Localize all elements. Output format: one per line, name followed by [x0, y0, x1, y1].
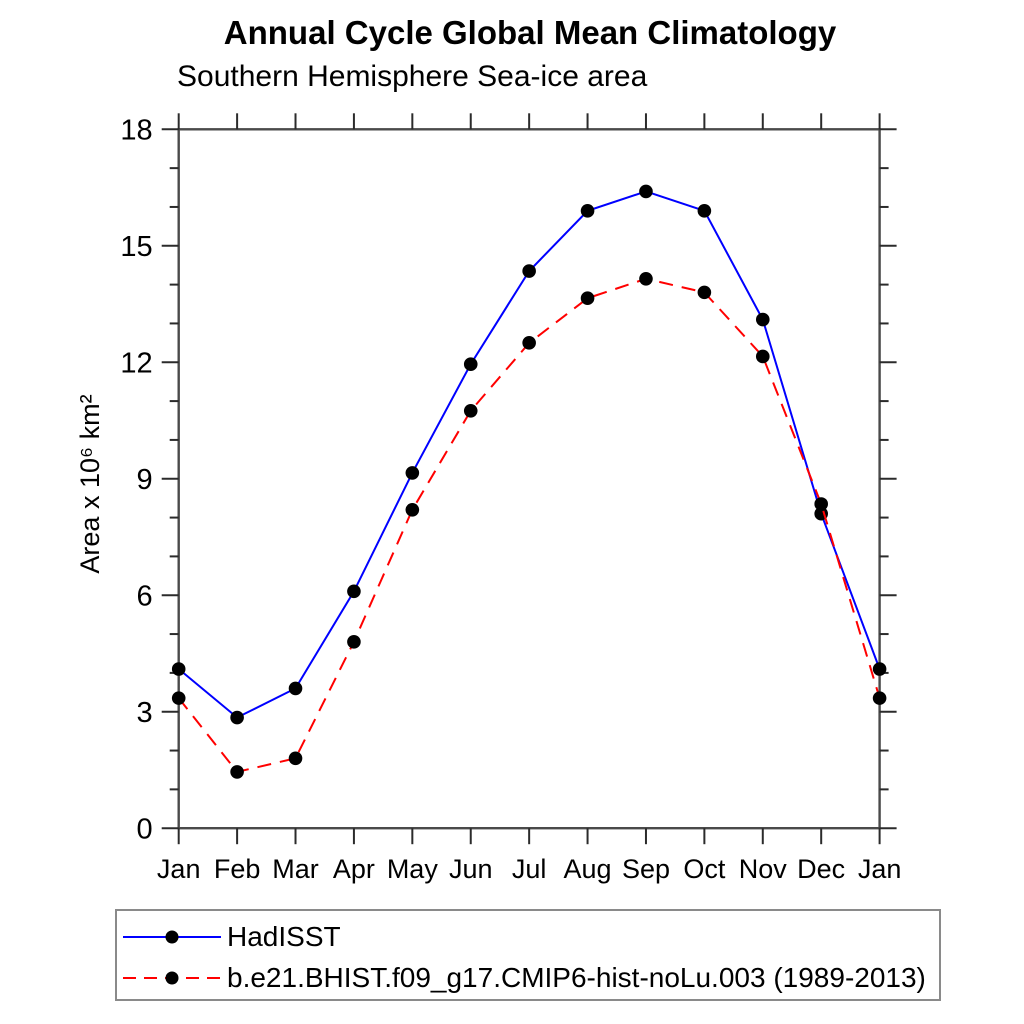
x-tick-label: Apr [333, 854, 375, 884]
x-tick-label: May [387, 854, 439, 884]
legend-label: b.e21.BHIST.f09_g17.CMIP6-hist-noLu.003 … [227, 961, 926, 993]
chart-subtitle: Southern Hemisphere Sea-ice area [177, 60, 648, 93]
x-tick-label: Sep [622, 854, 670, 884]
series-line-1 [177, 277, 881, 774]
x-tick-label: Jul [512, 854, 547, 884]
y-tick-label: 0 [137, 813, 153, 845]
x-tick-label: Dec [797, 854, 845, 884]
x-tick-label: Jun [449, 854, 493, 884]
y-tick-label: 6 [137, 580, 153, 612]
legend-label: HadISST [227, 920, 341, 952]
legend: HadISST b.e21.BHIST.f09_g17.CMIP6-hist-n… [115, 909, 941, 1001]
series-markers-1 [171, 271, 887, 779]
y-axis-ticks [161, 128, 897, 830]
x-tick-label: Feb [214, 854, 261, 884]
y-tick-label: 18 [120, 114, 152, 146]
y-tick-label: 9 [137, 464, 153, 496]
y-tick-label: 12 [120, 347, 152, 379]
x-tick-label: Nov [739, 854, 788, 884]
legend-line-sample-1 [123, 971, 221, 984]
x-tick-label: Jan [858, 854, 902, 884]
x-tick-label: Mar [272, 854, 319, 884]
plot-frame [177, 128, 881, 830]
legend-item-model: b.e21.BHIST.f09_g17.CMIP6-hist-noLu.003 … [120, 957, 939, 998]
x-tick-label: Aug [564, 854, 612, 884]
x-tick-label: Jan [157, 854, 201, 884]
x-axis-ticks [177, 113, 881, 845]
chart-title: Annual Cycle Global Mean Climatology [223, 14, 837, 51]
legend-item-hadisst: HadISST [120, 916, 939, 957]
x-tick-label: Oct [683, 854, 726, 884]
y-tick-labels: 0 3 6 9 12 15 18 [120, 114, 152, 845]
x-tick-labels: Jan Feb Mar Apr May Jun Jul Aug Sep Oct Nov Dec Jan [157, 854, 901, 884]
y-tick-label: 3 [137, 697, 153, 729]
legend-line-sample-0 [123, 930, 221, 943]
y-tick-label: 15 [120, 231, 152, 263]
series-markers-0 [171, 184, 887, 725]
